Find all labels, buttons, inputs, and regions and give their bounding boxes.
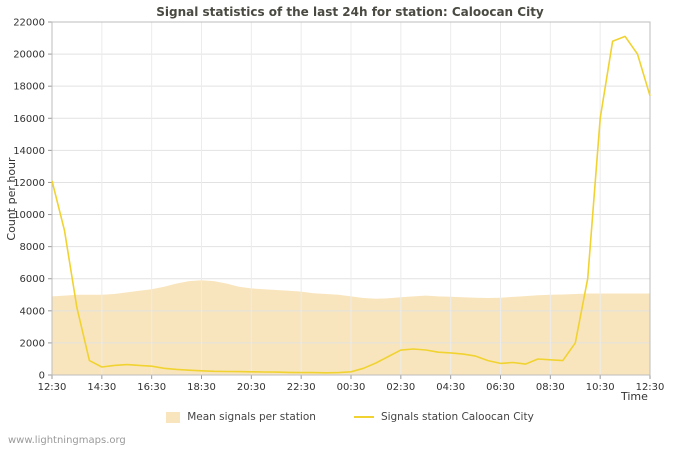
y-tick-label: 2000 — [20, 338, 45, 349]
area-swatch-icon — [166, 411, 181, 423]
x-tick-label: 12:30 — [636, 382, 665, 393]
y-tick-label: 16000 — [13, 114, 45, 125]
line-series — [51, 35, 651, 374]
x-tick-label: 12:30 — [38, 382, 67, 393]
legend: Mean signals per station Signals station… — [0, 411, 700, 423]
legend-label-station-signals: Signals station Caloocan City — [380, 411, 534, 423]
x-axis-label: Time — [621, 390, 648, 403]
legend-item-mean-signals: Mean signals per station — [166, 411, 316, 423]
y-tick-label: 18000 — [13, 82, 45, 93]
y-tick-label: 12000 — [13, 178, 45, 189]
legend-label-mean-signals: Mean signals per station — [187, 411, 316, 423]
plot-border — [51, 21, 651, 376]
x-tick-label: 10:30 — [586, 382, 615, 393]
x-tick-label: 16:30 — [137, 382, 166, 393]
watermark: www.lightningmaps.org — [8, 435, 126, 446]
x-tick-label: 04:30 — [436, 382, 465, 393]
y-tick-label: 20000 — [13, 50, 45, 61]
y-tick-label: 10000 — [13, 210, 45, 221]
x-tick-label: 08:30 — [536, 382, 565, 393]
x-tick-label: 22:30 — [287, 382, 316, 393]
y-tick-label: 0 — [39, 371, 45, 382]
x-tick-label: 02:30 — [386, 382, 415, 393]
x-tick-label: 14:30 — [87, 382, 116, 393]
x-tick-label: 20:30 — [237, 382, 266, 393]
y-axis-label: Count per hour — [5, 157, 18, 241]
y-tick-label: 6000 — [20, 274, 45, 285]
x-tick-label: 18:30 — [187, 382, 216, 393]
y-tick-label: 14000 — [13, 146, 45, 157]
x-tick-label: 06:30 — [486, 382, 515, 393]
legend-item-station-signals: Signals station Caloocan City — [353, 411, 534, 423]
y-tick-label: 8000 — [20, 242, 45, 253]
line-swatch-icon — [353, 416, 374, 418]
y-tick-label: 4000 — [20, 306, 45, 317]
chart-title: Signal statistics of the last 24h for st… — [156, 5, 544, 19]
x-tick-label: 00:30 — [337, 382, 366, 393]
y-tick-label: 22000 — [13, 18, 45, 29]
